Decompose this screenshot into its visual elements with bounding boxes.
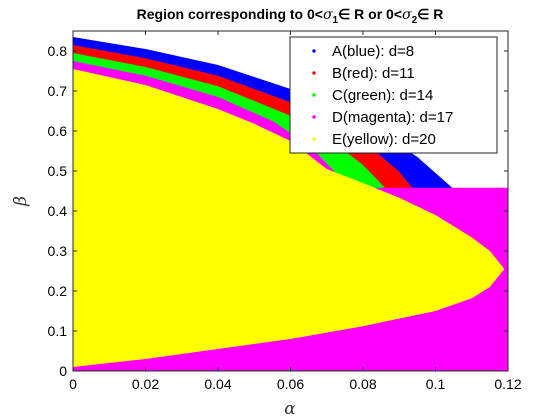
y-tick-label: 0.3	[48, 243, 68, 259]
legend: A(blue): d=8 B(red): d=11 C(green): d=14 D(…	[289, 36, 498, 154]
legend-label-3: C(green): d=14	[332, 87, 433, 104]
legend-box	[289, 36, 498, 154]
legend-label-2: B(red): d=11	[332, 65, 415, 82]
chart-title-sigma-2: σ	[402, 7, 412, 23]
chart-title-subscript-1: 1	[333, 15, 339, 26]
chart-title-prefix: Region corresponding to 0<	[137, 6, 323, 22]
chart-title-sigma-1: σ	[323, 7, 333, 23]
legend-marker-3	[312, 93, 316, 97]
y-tick-label: 0.4	[48, 203, 68, 219]
y-axis-label: β	[11, 196, 31, 207]
chart-title-middle: ∈ R or 0<	[338, 6, 402, 22]
chart-title-subscript-2: 2	[412, 15, 418, 26]
y-tick-label: 0.5	[48, 163, 68, 179]
chart-title-suffix: ∈ R	[417, 6, 443, 22]
legend-marker-1	[312, 49, 316, 53]
y-tick-label: 0.8	[48, 43, 68, 59]
y-tick-label: 0.6	[48, 123, 68, 139]
y-tick-label: 0	[59, 363, 67, 379]
x-tick-label: 0.1	[426, 376, 446, 392]
chart-title: Region corresponding to 0<σ1∈ R or 0<σ2∈…	[137, 6, 444, 26]
y-tick-label: 0.1	[48, 323, 68, 339]
x-tick-label: 0	[69, 376, 77, 392]
axis-ticks: 0 0.02 0.04 0.06 0.08 0.1 0.12 0 0.1 0.2 0.3 0.4 0.5…	[48, 31, 522, 392]
x-axis-label: α	[284, 399, 296, 419]
legend-marker-4	[312, 115, 316, 119]
region-5	[73, 69, 505, 367]
region-series-group	[73, 37, 508, 371]
legend-marker-5	[312, 137, 316, 141]
legend-label-1: A(blue): d=8	[332, 43, 414, 60]
legend-marker-2	[312, 71, 316, 75]
x-tick-label: 0.04	[204, 376, 231, 392]
legend-label-4: D(magenta): d=17	[332, 109, 453, 126]
x-tick-label: 0.12	[494, 376, 521, 392]
x-tick-label: 0.02	[132, 376, 159, 392]
y-tick-label: 0.7	[48, 83, 68, 99]
y-tick-label: 0.2	[48, 283, 68, 299]
x-tick-label: 0.06	[277, 376, 304, 392]
x-tick-label: 0.08	[349, 376, 376, 392]
legend-label-5: E(yellow): d=20	[332, 131, 436, 148]
